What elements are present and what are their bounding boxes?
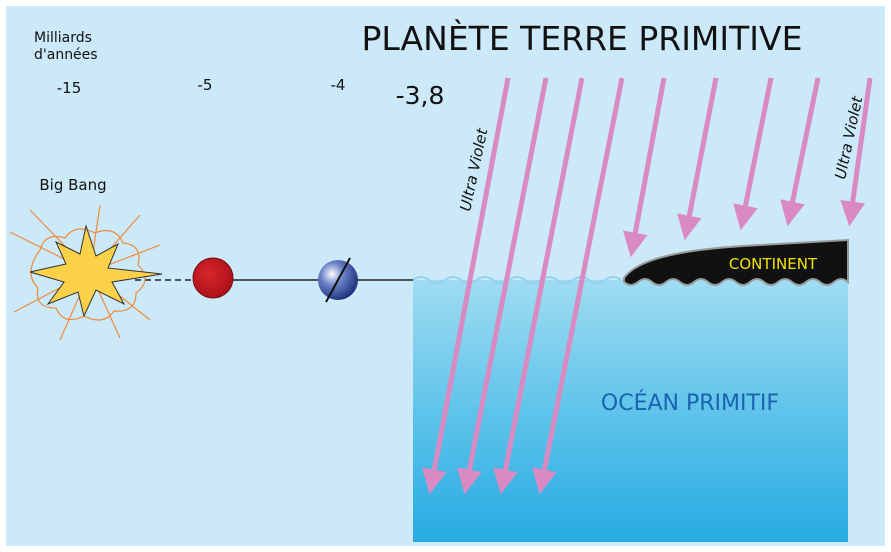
ocean-label: OCÉAN PRIMITIF (601, 390, 779, 416)
big-bang-label: Big Bang (39, 176, 106, 194)
axis-label: Milliards (34, 30, 92, 46)
diagram: CONTINENT OCÉAN PRIMITIF Ultra Violet Ul… (0, 0, 891, 552)
axis-label: d'années (34, 47, 98, 63)
time-label: -15 (57, 79, 82, 97)
time-label: -4 (331, 76, 346, 94)
time-label: -5 (198, 76, 213, 94)
page: CONTINENT OCÉAN PRIMITIF Ultra Violet Ul… (0, 0, 891, 552)
time-label: -3,8 (396, 81, 445, 110)
early-body (193, 258, 233, 298)
continent-label: CONTINENT (729, 255, 818, 273)
title: PLANÈTE TERRE PRIMITIVE (362, 18, 803, 58)
